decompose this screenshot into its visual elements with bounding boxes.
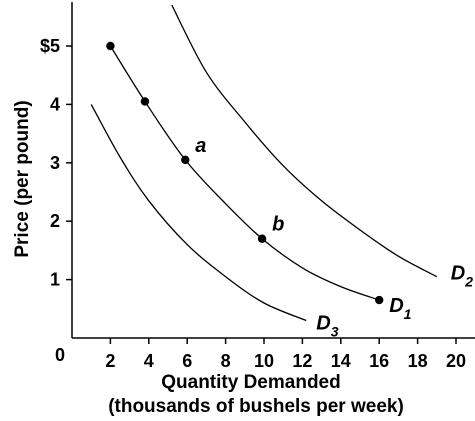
x-tick-label: 20 bbox=[446, 351, 466, 371]
y-tick-label: $5 bbox=[40, 36, 60, 56]
y-tick-label: 2 bbox=[50, 211, 60, 231]
labels: D2 D1 D3 a b bbox=[195, 135, 473, 340]
x-tick-label: 8 bbox=[221, 351, 231, 371]
x-tick-label: 2 bbox=[105, 351, 115, 371]
x-tick-label: 10 bbox=[254, 351, 274, 371]
data-point bbox=[257, 234, 267, 243]
demand-curves bbox=[90, 4, 438, 322]
data-point bbox=[375, 295, 384, 305]
x-axis-title: Quantity Demanded bbox=[161, 372, 340, 393]
x-tick-label: 12 bbox=[292, 351, 312, 371]
curve-label-subscript: 3 bbox=[331, 323, 339, 339]
curve-label-subscript: 2 bbox=[464, 274, 473, 290]
point-label-a: a bbox=[195, 135, 206, 157]
y-tick-label: 1 bbox=[50, 270, 60, 290]
demand-curve-d3 bbox=[90, 104, 307, 322]
demand-curve-d2 bbox=[171, 4, 438, 278]
y-axis-title: Price (per pound) bbox=[12, 100, 33, 257]
data-points bbox=[106, 41, 384, 305]
data-point bbox=[106, 41, 115, 51]
x-tick-label: 6 bbox=[182, 351, 192, 371]
point-label-b: b bbox=[272, 214, 284, 236]
data-point bbox=[181, 155, 190, 165]
curve-label-d3: D3 bbox=[316, 312, 338, 339]
curve-label-subscript: 1 bbox=[404, 306, 412, 322]
curve-label-d1: D1 bbox=[389, 295, 411, 322]
x-tick-label: 16 bbox=[369, 351, 389, 371]
origin-label: 0 bbox=[55, 345, 65, 365]
x-axis-subtitle: (thousands of bushels per week) bbox=[108, 396, 404, 417]
data-point bbox=[140, 97, 150, 106]
demand-curve-d1 bbox=[109, 45, 380, 301]
y-tick-label: 3 bbox=[50, 153, 60, 173]
x-tick-label: 14 bbox=[331, 351, 351, 371]
x-tick-label: 18 bbox=[408, 351, 428, 371]
y-tick-label: 4 bbox=[50, 94, 60, 114]
curve-label-d2: D2 bbox=[451, 263, 473, 290]
axes bbox=[71, 2, 475, 339]
x-tick-label: 4 bbox=[144, 351, 154, 371]
